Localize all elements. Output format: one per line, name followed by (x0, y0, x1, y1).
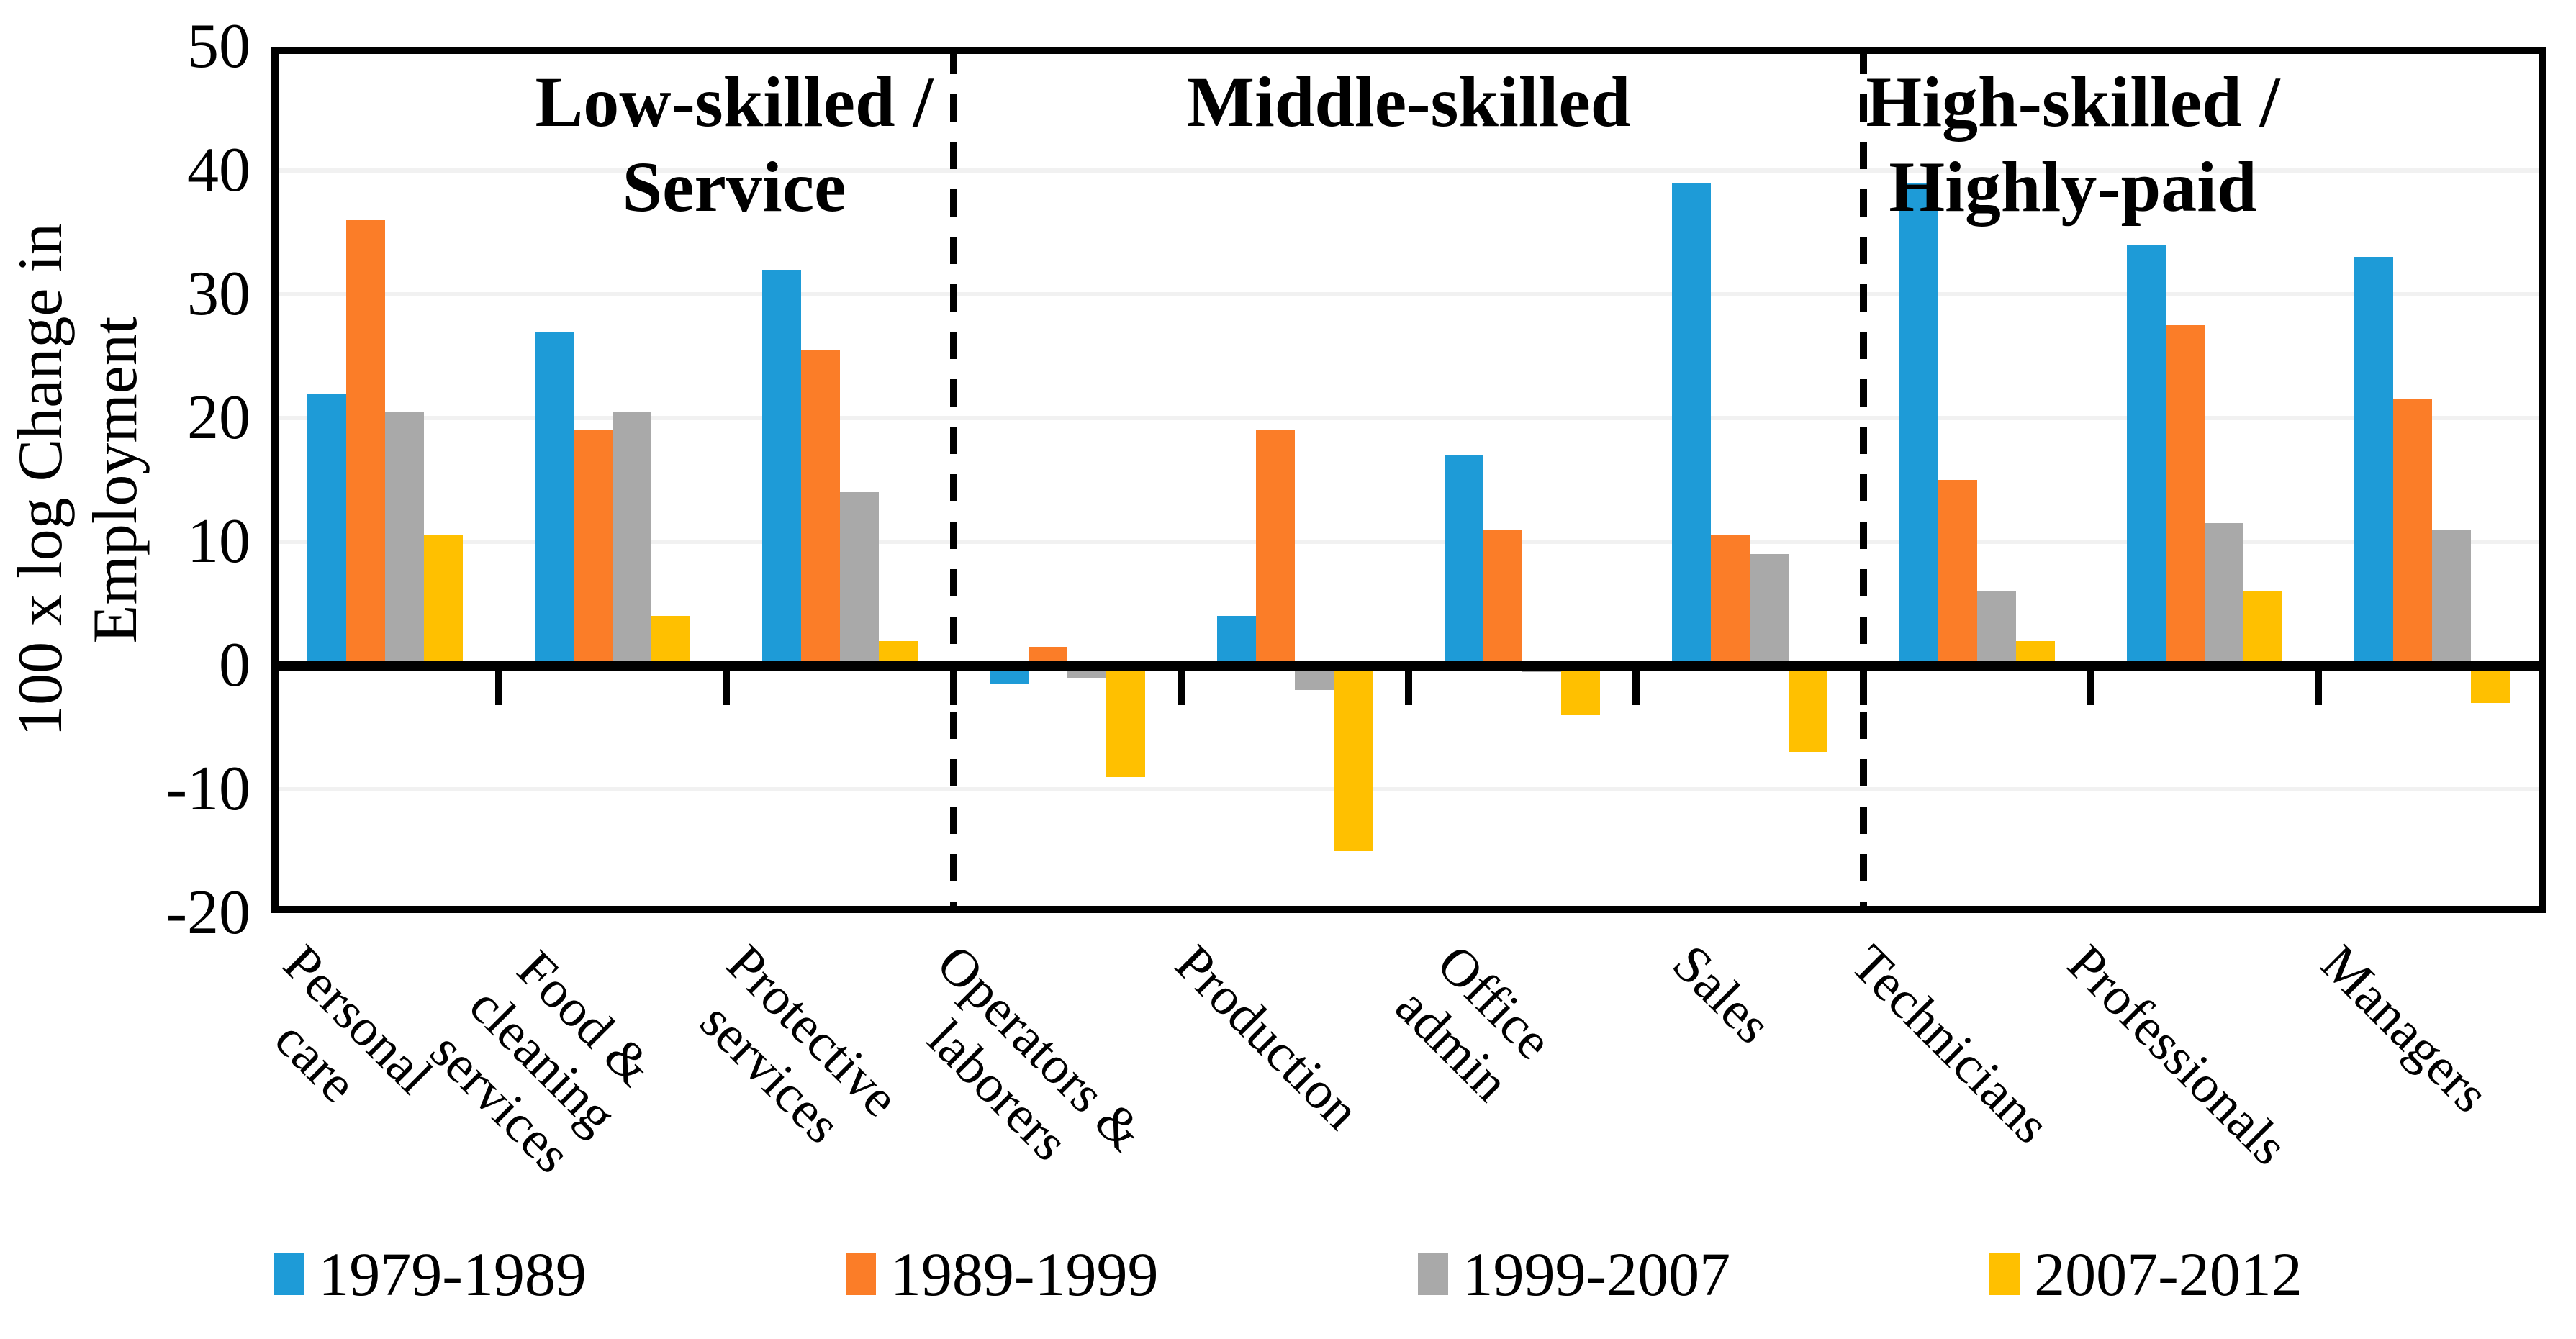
y-tick-label--10: -10 (166, 754, 250, 824)
section-title-1: Middle-skilled (1186, 62, 1631, 142)
x-axis-tick (1405, 671, 1412, 705)
legend-label-1979-1989: 1979-1989 (318, 1240, 587, 1309)
legend-label-2007-2012: 2007-2012 (2034, 1240, 2302, 1309)
bar-1989-1999-5 (1483, 529, 1522, 666)
x-label-text: Managers (2309, 934, 2500, 1125)
x-label-text: Personal care (263, 934, 443, 1115)
bar-1979-1989-5 (1445, 455, 1483, 666)
bar-1989-1999-1 (574, 430, 613, 666)
bar-2007-2012-1 (651, 616, 690, 666)
legend-swatch-2007-2012 (1989, 1253, 2020, 1295)
bar-1989-1999-2 (801, 350, 840, 666)
bar-1979-1989-8 (2127, 245, 2166, 666)
bar-1989-1999-9 (2393, 399, 2432, 666)
x-label-text: Professionals (2056, 934, 2299, 1177)
bar-2007-2012-0 (424, 535, 463, 666)
gridline-30 (271, 292, 2546, 296)
bar-1979-1989-0 (307, 393, 346, 666)
legend-item-1979-1989: 1979-1989 (274, 1243, 587, 1305)
section-divider (950, 47, 957, 913)
plot-area: Low-skilled / Service Middle-skilled High-… (271, 47, 2546, 913)
legend-swatch-1999-2007 (1417, 1253, 1448, 1295)
plot-border-right (2539, 47, 2546, 913)
y-tick-label-0: 0 (219, 630, 250, 700)
bar-2007-2012-3 (1106, 666, 1145, 777)
bar-2007-2012-8 (2243, 591, 2282, 666)
bar-2007-2012-9 (2471, 666, 2510, 703)
bar-1999-2007-0 (385, 412, 424, 666)
bar-1979-1989-9 (2354, 257, 2393, 666)
x-axis-tick (1178, 671, 1185, 705)
bar-1989-1999-7 (1938, 480, 1977, 666)
bar-1979-1989-2 (762, 269, 801, 666)
plot-border-top (271, 47, 2546, 54)
x-label-managers: Managers (2310, 934, 2562, 1124)
zero-axis-line (271, 661, 2546, 671)
bar-1999-2007-1 (613, 412, 651, 666)
bar-1979-1989-4 (1217, 616, 1256, 666)
x-label-text: Technicians (1839, 934, 2061, 1156)
bar-1999-2007-2 (840, 492, 879, 666)
section-title-2: High-skilled / Highly-paid (1866, 62, 2280, 227)
bar-2007-2012-6 (1789, 666, 1827, 753)
y-tick-label-40: 40 (187, 135, 250, 205)
legend-swatch-1979-1989 (274, 1253, 304, 1295)
y-axis-title-line2: Employment (80, 316, 150, 644)
y-tick-label-20: 20 (187, 383, 250, 453)
x-label-office-admin: Office admin (1385, 934, 1603, 1112)
legend-label-1999-2007: 1999-2007 (1462, 1240, 1731, 1309)
x-axis-tick (495, 671, 502, 705)
bar-1979-1989-1 (535, 331, 574, 666)
bar-1999-2007-9 (2432, 529, 2471, 666)
x-label-text: Sales (1661, 934, 1783, 1056)
bar-1999-2007-8 (2205, 523, 2243, 666)
y-tick-label-50: 50 (187, 12, 250, 81)
bar-1979-1989-7 (1899, 183, 1938, 666)
bar-1989-1999-4 (1256, 430, 1295, 666)
legend-item-2007-2012: 2007-2012 (1989, 1243, 2302, 1305)
y-tick-label-10: 10 (187, 507, 250, 576)
bar-2007-2012-4 (1334, 666, 1373, 851)
x-axis-tick (1632, 671, 1640, 705)
gridline-40 (271, 168, 2546, 173)
legend-item-1989-1999: 1989-1999 (845, 1240, 1159, 1309)
legend-swatch-1989-1999 (845, 1253, 876, 1295)
gridline-20 (271, 416, 2546, 420)
bar-1999-2007-6 (1750, 554, 1789, 666)
x-label-production: Production (1164, 934, 1440, 1141)
section-divider (1860, 47, 1867, 913)
bar-1989-1999-8 (2166, 325, 2205, 666)
bar-1989-1999-0 (346, 219, 385, 666)
gridline-10 (271, 540, 2546, 544)
plot-border-left (271, 47, 279, 913)
bar-1999-2007-7 (1977, 591, 2016, 666)
x-axis-tick (1860, 671, 1867, 705)
bar-2007-2012-5 (1561, 666, 1600, 715)
bar-1989-1999-6 (1711, 535, 1750, 666)
x-label-sales: Sales (1661, 934, 1815, 1055)
x-axis-tick (2087, 671, 2094, 705)
y-tick-label--20: -20 (166, 878, 250, 948)
y-axis-title-line1: 100 x log Change in (6, 223, 76, 737)
section-title-0: Low-skilled / Service (535, 62, 934, 227)
y-tick-label-30: 30 (187, 259, 250, 329)
x-axis-tick (950, 671, 957, 705)
gridline--10 (271, 787, 2546, 791)
bar-1979-1989-6 (1672, 183, 1711, 666)
x-axis-tick (2315, 671, 2322, 705)
legend: 1979-1989 1989-1999 1999-2007 2007-2012 (0, 1243, 2576, 1305)
plot-border-bottom (271, 906, 2546, 913)
legend-item-1999-2007: 1999-2007 (1417, 1240, 1731, 1309)
legend-label-1989-1999: 1989-1999 (890, 1240, 1159, 1309)
x-axis-tick (723, 671, 730, 705)
